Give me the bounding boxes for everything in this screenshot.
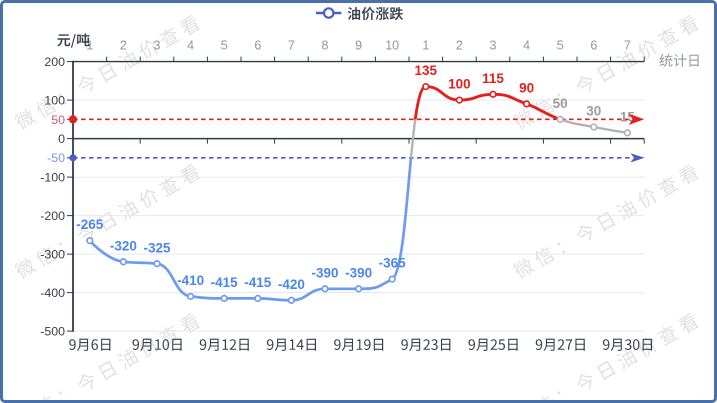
svg-text:9: 9 xyxy=(355,39,362,53)
svg-text:3: 3 xyxy=(490,39,497,53)
svg-text:1: 1 xyxy=(86,39,93,53)
svg-text:-420: -420 xyxy=(278,277,305,292)
svg-text:-415: -415 xyxy=(211,275,239,290)
svg-text:-50: -50 xyxy=(47,151,65,165)
svg-text:90: 90 xyxy=(519,81,534,96)
svg-text:5: 5 xyxy=(221,39,228,53)
svg-text:50: 50 xyxy=(51,113,65,127)
svg-text:-390: -390 xyxy=(345,265,372,280)
svg-text:135: 135 xyxy=(415,63,438,78)
svg-text:5: 5 xyxy=(557,39,564,53)
svg-text:30: 30 xyxy=(586,104,601,119)
svg-text:50: 50 xyxy=(553,96,568,111)
svg-text:3: 3 xyxy=(154,39,161,53)
svg-text:-300: -300 xyxy=(40,248,65,262)
svg-text:2: 2 xyxy=(120,39,127,53)
svg-text:115: 115 xyxy=(482,71,504,86)
svg-text:15: 15 xyxy=(620,109,636,124)
svg-text:-500: -500 xyxy=(40,325,65,339)
svg-text:1: 1 xyxy=(422,39,429,53)
svg-text:-415: -415 xyxy=(244,275,272,290)
svg-text:200: 200 xyxy=(44,55,65,69)
svg-text:6: 6 xyxy=(254,39,261,53)
svg-text:8: 8 xyxy=(322,39,329,53)
svg-text:100: 100 xyxy=(44,94,65,108)
svg-text:-265: -265 xyxy=(76,217,104,232)
svg-text:10: 10 xyxy=(385,39,399,53)
svg-text:-100: -100 xyxy=(40,171,65,185)
svg-text:-400: -400 xyxy=(40,286,65,300)
svg-text:7: 7 xyxy=(624,39,631,53)
svg-text:2: 2 xyxy=(456,39,463,53)
svg-text:4: 4 xyxy=(187,39,194,53)
svg-text:0: 0 xyxy=(58,132,65,146)
svg-text:7: 7 xyxy=(288,39,295,53)
svg-text:-365: -365 xyxy=(379,256,407,271)
svg-text:-410: -410 xyxy=(177,273,204,288)
svg-text:-390: -390 xyxy=(311,265,338,280)
svg-text:-320: -320 xyxy=(110,238,137,253)
svg-text:6: 6 xyxy=(590,39,597,53)
svg-text:4: 4 xyxy=(523,39,530,53)
svg-text:-325: -325 xyxy=(143,240,171,255)
svg-text:100: 100 xyxy=(448,77,471,92)
svg-text:-200: -200 xyxy=(40,209,65,223)
